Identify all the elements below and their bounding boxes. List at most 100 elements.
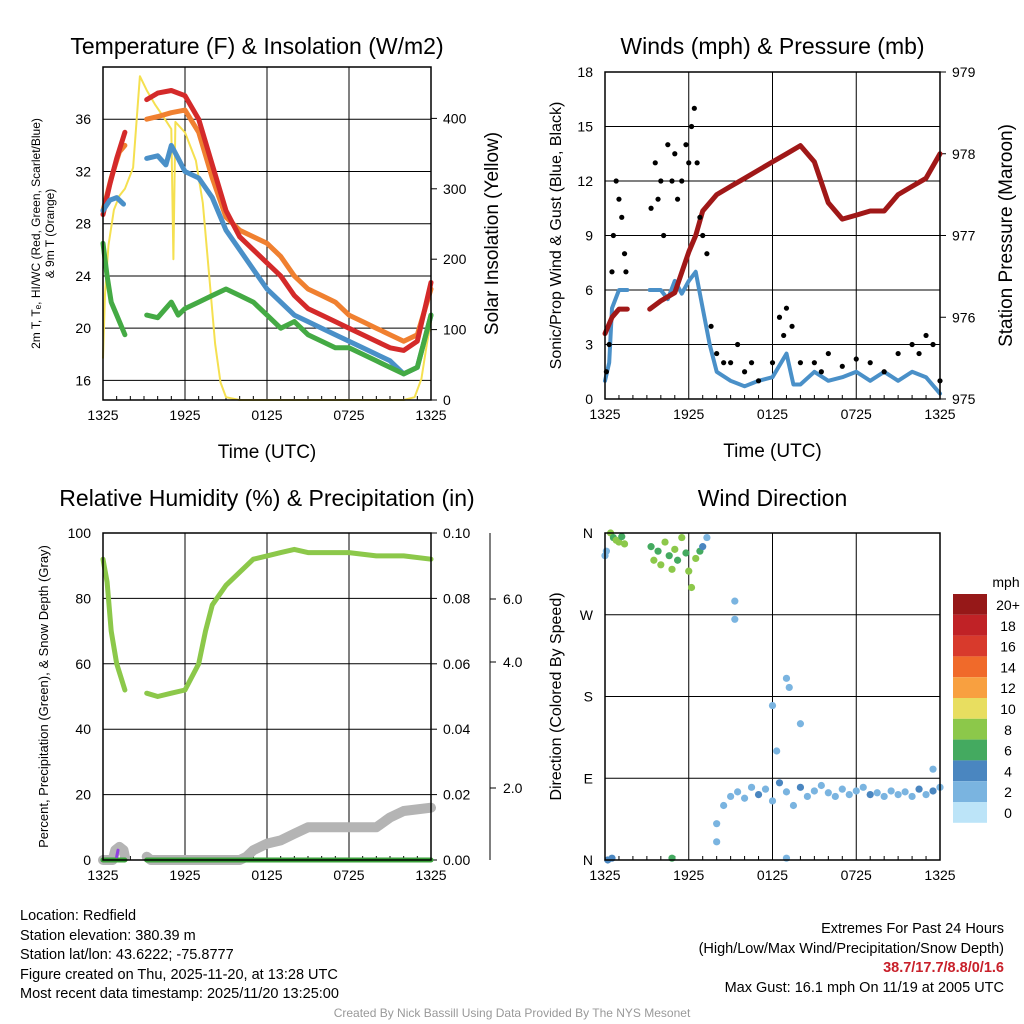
direction-point xyxy=(796,720,805,728)
gust-point xyxy=(781,332,787,339)
direction-point xyxy=(731,615,739,623)
y3-tick-label: 2.0 xyxy=(503,780,523,796)
extremes-box: Extremes For Past 24 Hours (High/Low/Max… xyxy=(699,920,1004,998)
plot-frame xyxy=(102,66,432,401)
gust-point xyxy=(674,196,681,202)
colorbar-label: 18 xyxy=(1000,618,1016,634)
direction-point xyxy=(785,683,793,692)
series-dewpoint xyxy=(100,240,128,338)
created-time: Figure created on Thu, 2025-11-20, at 13… xyxy=(20,966,338,983)
series-sonic-wind xyxy=(647,269,942,396)
x-tick-label: 1925 xyxy=(673,867,704,883)
direction-point xyxy=(845,791,853,799)
direction-point xyxy=(824,789,832,797)
direction-point xyxy=(775,779,784,787)
colorbar-bin xyxy=(953,635,987,657)
series-snow-depth xyxy=(141,802,436,865)
gust-point xyxy=(916,350,922,357)
y2-tick-label: 0.04 xyxy=(443,721,470,737)
y-tick-label: 36 xyxy=(75,111,91,127)
gust-point xyxy=(811,360,817,366)
direction-point xyxy=(671,545,679,553)
direction-point xyxy=(901,788,909,796)
gust-point xyxy=(708,323,714,329)
y-tick-label: N xyxy=(583,852,593,868)
gust-point xyxy=(697,214,703,220)
gust-point xyxy=(610,232,616,239)
x-tick-label: 0725 xyxy=(841,867,872,883)
gust-point xyxy=(655,196,661,202)
direction-point xyxy=(657,561,665,569)
direction-point xyxy=(817,781,825,790)
gust-point xyxy=(613,178,619,184)
x-tick-label: 0125 xyxy=(251,407,282,423)
direction-point xyxy=(713,838,721,846)
panel-1: Temperature (F) & Insolation (W/m2) 1325 1… xyxy=(29,33,503,463)
direction-point xyxy=(682,549,690,557)
plot-frame xyxy=(604,532,941,861)
direction-point xyxy=(615,538,623,546)
y-axis-label: 2m T, Tₑ, HI/WC (Red, Green, Scarlet/Blu… xyxy=(29,118,43,349)
colorbar-label: 12 xyxy=(1000,680,1016,696)
y-tick-label: 80 xyxy=(75,590,91,606)
direction-point xyxy=(768,701,777,710)
x-tick-label: 1325 xyxy=(87,867,118,883)
gust-point xyxy=(776,314,783,320)
gust-point xyxy=(621,251,628,257)
panel-3: Relative Humidity (%) & Precipitation (i… xyxy=(36,485,523,883)
y-tick-label: 20 xyxy=(75,320,91,336)
gust-point xyxy=(606,341,612,348)
panel-title: Relative Humidity (%) & Precipitation (i… xyxy=(59,485,474,511)
x-tick-label: 0725 xyxy=(841,406,872,422)
gust-point xyxy=(881,369,887,375)
colorbar-label: 6 xyxy=(1004,743,1012,759)
direction-point xyxy=(647,543,655,551)
direction-point xyxy=(602,547,610,555)
series-2m-t xyxy=(144,88,434,353)
direction-point xyxy=(650,556,658,564)
series-station-pressure xyxy=(602,306,630,337)
direction-point xyxy=(894,791,902,799)
x-axis-label: Time (UTC) xyxy=(218,442,317,463)
gust-point xyxy=(616,196,622,202)
y2-tick-label: 0.00 xyxy=(443,852,470,868)
direction-point xyxy=(782,674,791,682)
direction-point xyxy=(740,794,749,802)
x-axis-label: Time (UTC) xyxy=(723,441,822,462)
direction-point xyxy=(922,791,930,799)
direction-point xyxy=(789,801,798,810)
gust-point xyxy=(658,178,664,184)
gust-point xyxy=(789,323,795,329)
y-tick-label: 3 xyxy=(585,337,593,353)
y2-axis-label: Solar Insolation (Yellow) xyxy=(482,132,503,335)
y2-tick-label: 979 xyxy=(952,64,976,80)
colorbar-bin xyxy=(953,677,987,698)
gust-point xyxy=(714,350,720,357)
x-tick-label: 1325 xyxy=(87,407,118,423)
series-2m-t xyxy=(100,129,128,218)
colorbar-label: 10 xyxy=(1000,701,1016,717)
y-tick-label: 16 xyxy=(75,372,91,388)
x-tick-label: 1925 xyxy=(673,406,704,422)
direction-point xyxy=(720,801,728,810)
panel-2: Winds (mph) & Pressure (mb) 1325 1925 0125 0… xyxy=(548,33,1017,462)
plot-frame xyxy=(102,532,432,861)
panel-title: Temperature (F) & Insolation (W/m2) xyxy=(70,33,443,59)
gust-point xyxy=(623,269,629,275)
y2-tick-label: 300 xyxy=(443,181,467,197)
y2-tick-label: 100 xyxy=(443,322,467,338)
y2-tick-label: 200 xyxy=(443,251,467,267)
gust-point xyxy=(825,350,831,357)
y-tick-label: 20 xyxy=(75,787,91,803)
direction-point xyxy=(887,787,895,795)
colorbar-bin xyxy=(953,594,987,615)
gust-point xyxy=(704,251,710,257)
direction-point xyxy=(661,538,669,546)
series-wind-chill xyxy=(100,195,126,214)
gust-point xyxy=(669,178,675,184)
direction-point xyxy=(734,788,742,796)
direction-point xyxy=(699,543,707,551)
colorbar-bin xyxy=(953,739,987,761)
gust-point xyxy=(930,341,936,348)
